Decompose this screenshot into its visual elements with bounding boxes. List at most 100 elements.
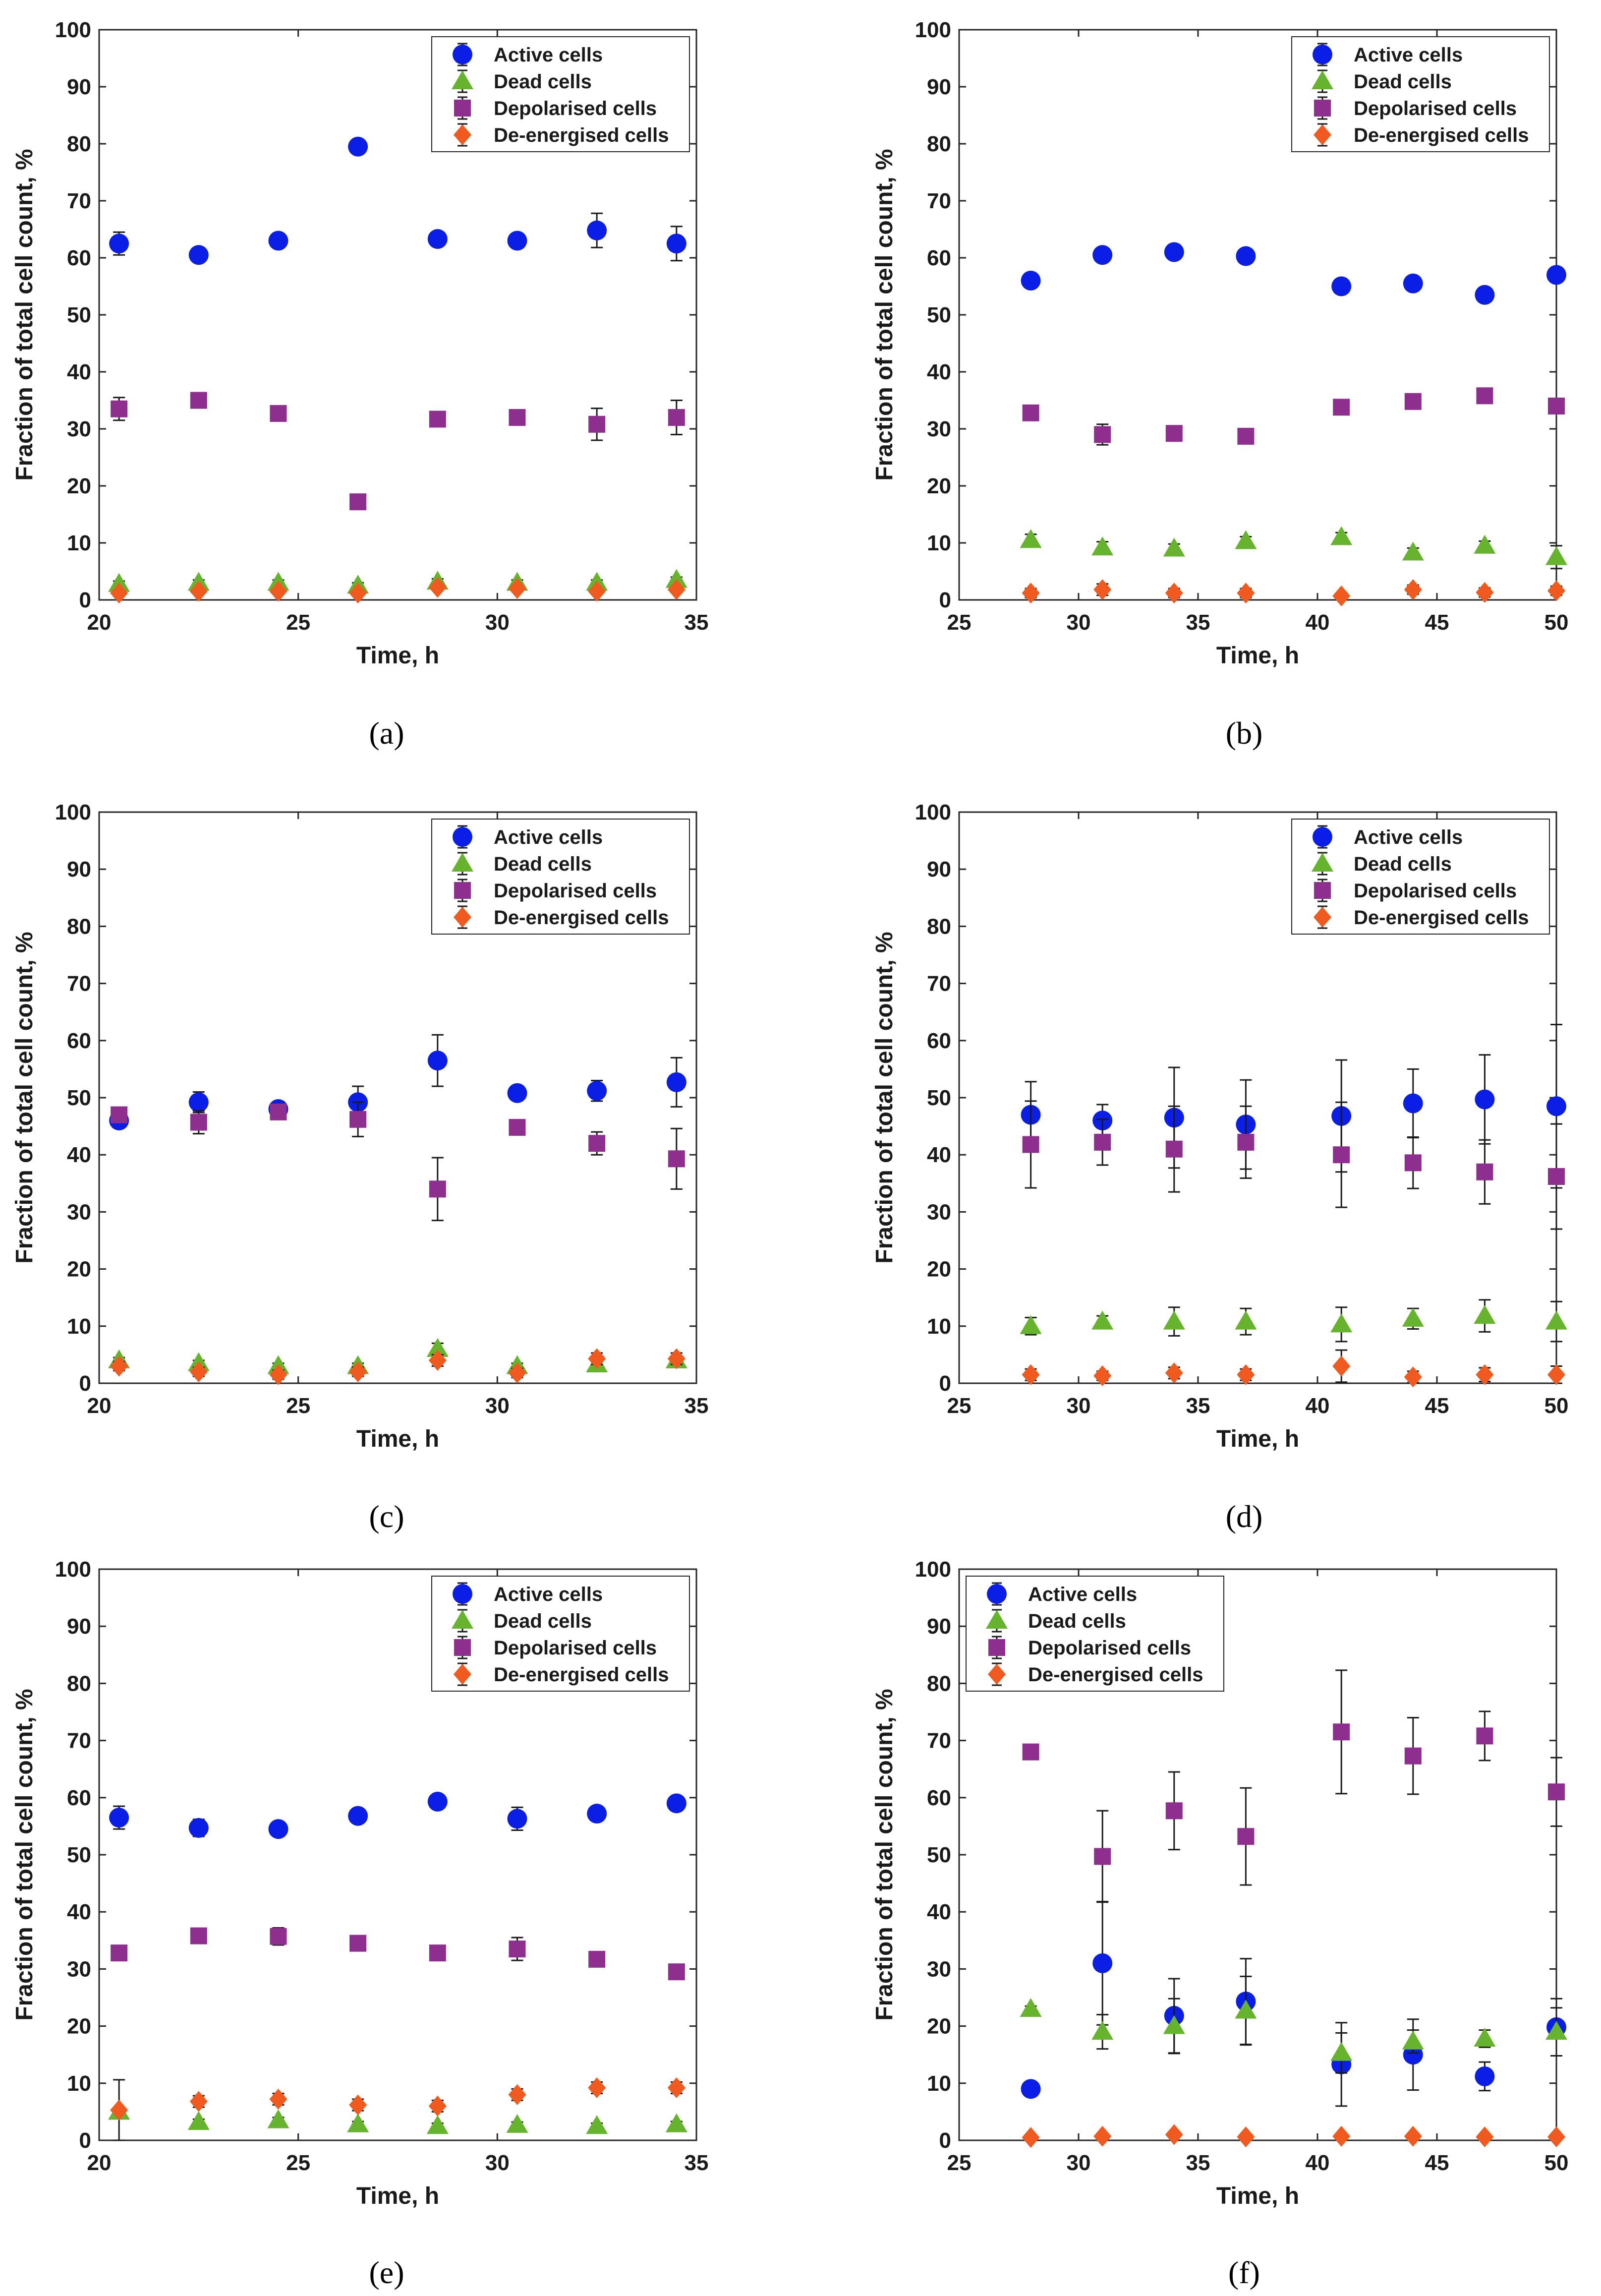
y-tick-label: 30 (67, 1957, 91, 1981)
y-tick-label: 70 (927, 189, 951, 213)
x-tick-label: 35 (685, 1394, 709, 1418)
depolarised-cells-marker (588, 1135, 606, 1152)
depolarised-cells-marker (1548, 398, 1565, 414)
deenergised-cells-marker (1404, 1366, 1422, 1388)
depolarised-cells-marker (429, 1944, 446, 1962)
deenergised-cells-marker (588, 581, 606, 602)
deenergised-cells-marker (1547, 2126, 1565, 2148)
y-tick-label: 10 (927, 2071, 951, 2096)
y-tick-label: 60 (67, 1786, 91, 1810)
y-tick-label: 40 (927, 1900, 951, 1924)
x-tick-label: 35 (1186, 1394, 1210, 1418)
legend-label: Dead cells (494, 71, 592, 93)
y-axis-label: Fraction of total cell count, % (11, 149, 38, 480)
active-cells-series (1021, 1900, 1566, 2107)
deenergised-cells-marker (508, 578, 526, 599)
depolarised-cells-marker (1094, 1848, 1111, 1865)
y-tick-label: 10 (67, 2071, 91, 2096)
deenergised-cells-marker (1022, 1364, 1040, 1385)
legend-active-cells-marker (453, 827, 472, 847)
deenergised-cells-marker (1404, 579, 1422, 600)
deenergised-cells-marker (1404, 2125, 1422, 2147)
y-tick-label: 10 (67, 531, 91, 555)
y-tick-label: 90 (67, 1614, 91, 1639)
depolarised-cells-marker (270, 1928, 287, 1945)
legend-label: Dead cells (1354, 853, 1452, 875)
dead-cells-marker (1474, 534, 1496, 554)
active-cells-marker (587, 1804, 607, 1824)
dead-cells-marker (426, 1338, 449, 1357)
y-tick-label: 100 (55, 18, 91, 42)
x-tick-label: 35 (685, 2151, 709, 2175)
x-tick-label: 45 (1425, 2151, 1449, 2175)
y-tick-label: 50 (927, 303, 951, 327)
y-tick-label: 0 (79, 2128, 91, 2153)
deenergised-cells-marker (1476, 582, 1494, 603)
y-tick-label: 30 (927, 1200, 951, 1224)
legend-label: Dead cells (494, 1610, 592, 1632)
active-cells-marker (348, 136, 368, 157)
depolarised-cells-marker (1165, 1802, 1183, 1820)
dead-cells-marker (347, 2113, 369, 2132)
active-cells-marker (1092, 1953, 1113, 1973)
legend-depolarised-cells-marker (454, 100, 471, 117)
chart-panel: 0 10 20 30 40 50 60 70 80 90 100 25 30 35 40 45 50 Time, … (871, 18, 1568, 751)
legend-dead-cells-marker (452, 70, 473, 89)
y-axis-label: Fraction of total cell count, % (11, 932, 38, 1263)
y-tick-label: 70 (927, 972, 951, 996)
legend-box (431, 819, 690, 935)
legend-label: De-energised cells (494, 124, 669, 146)
dead-cells-marker (187, 2111, 210, 2130)
x-axis-label: Time, h (356, 1426, 439, 1452)
y-axis-label: Fraction of total cell count, % (871, 149, 898, 480)
active-cells-marker (1092, 245, 1113, 265)
deenergised-cells-marker (269, 581, 287, 602)
dead-cells-series (1020, 1299, 1567, 1343)
legend: Active cells Dead cells Depolarised cells D… (1291, 819, 1550, 935)
deenergised-cells-marker (110, 2099, 128, 2120)
active-cells-marker (1475, 285, 1495, 305)
x-tick-label: 50 (1544, 610, 1569, 635)
dead-cells-marker (1091, 2021, 1114, 2040)
depolarised-cells-marker (1476, 1163, 1493, 1180)
deenergised-cells-marker (508, 2084, 526, 2105)
legend-dead-cells-marker (452, 853, 473, 872)
panel-caption: (d) (1226, 1499, 1263, 1534)
legend-box (431, 36, 690, 152)
active-cells-marker (1021, 2079, 1041, 2099)
depolarised-cells-marker (1404, 1747, 1422, 1765)
y-tick-label: 70 (67, 189, 91, 213)
active-cells-marker (666, 1793, 686, 1814)
depolarised-cells-series (111, 1101, 685, 1222)
deenergised-cells-marker (1547, 1364, 1565, 1385)
active-cells-marker (666, 1072, 686, 1092)
dead-cells-marker (1402, 541, 1424, 561)
x-tick-label: 25 (947, 1394, 972, 1418)
dead-cells-marker (1163, 2015, 1185, 2034)
x-tick-label: 25 (947, 610, 972, 635)
y-tick-label: 20 (927, 474, 951, 498)
dead-cells-marker (1545, 2021, 1567, 2040)
x-tick-label: 30 (485, 1394, 510, 1418)
depolarised-cells-marker (1548, 1168, 1565, 1185)
y-tick-label: 50 (67, 1843, 91, 1867)
x-tick-label: 20 (87, 2151, 112, 2175)
y-tick-label: 70 (67, 1729, 91, 1753)
y-tick-label: 10 (67, 1314, 91, 1339)
legend-box (1291, 36, 1550, 152)
deenergised-cells-marker (269, 1364, 287, 1385)
dead-cells-marker (1091, 1310, 1114, 1330)
x-tick-label: 20 (87, 1394, 112, 1418)
depolarised-cells-series (1022, 387, 1565, 446)
active-cells-marker (427, 1051, 448, 1071)
legend-label: Dead cells (494, 853, 592, 875)
y-tick-label: 60 (67, 1029, 91, 1053)
y-tick-label: 90 (67, 857, 91, 882)
depolarised-cells-marker (111, 400, 128, 417)
legend-box (966, 1576, 1224, 1692)
y-tick-label: 70 (67, 972, 91, 996)
deenergised-cells-marker (1022, 583, 1040, 604)
depolarised-cells-marker (429, 1180, 446, 1198)
legend-label: Dead cells (1028, 1610, 1126, 1632)
dead-cells-marker (1235, 1310, 1257, 1330)
